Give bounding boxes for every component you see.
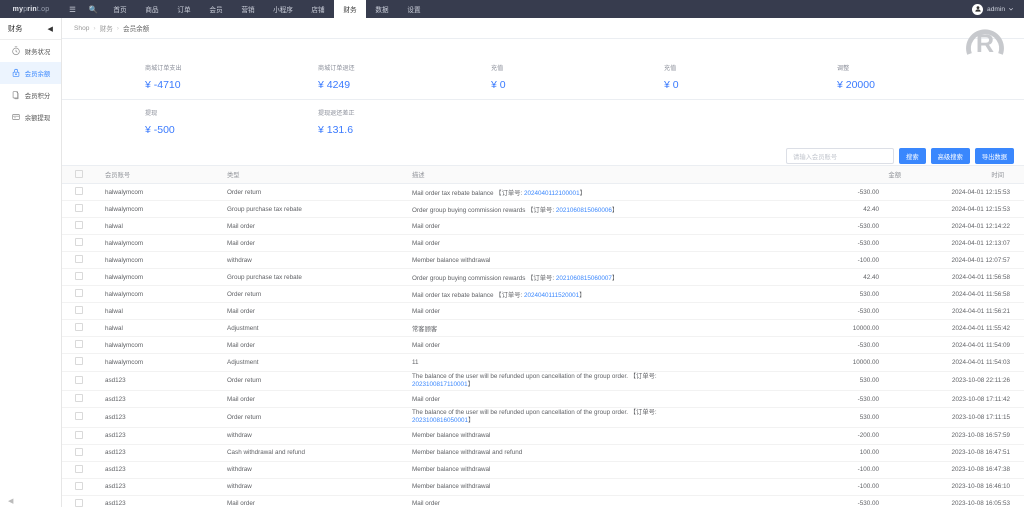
svg-text:R: R [976, 30, 994, 58]
